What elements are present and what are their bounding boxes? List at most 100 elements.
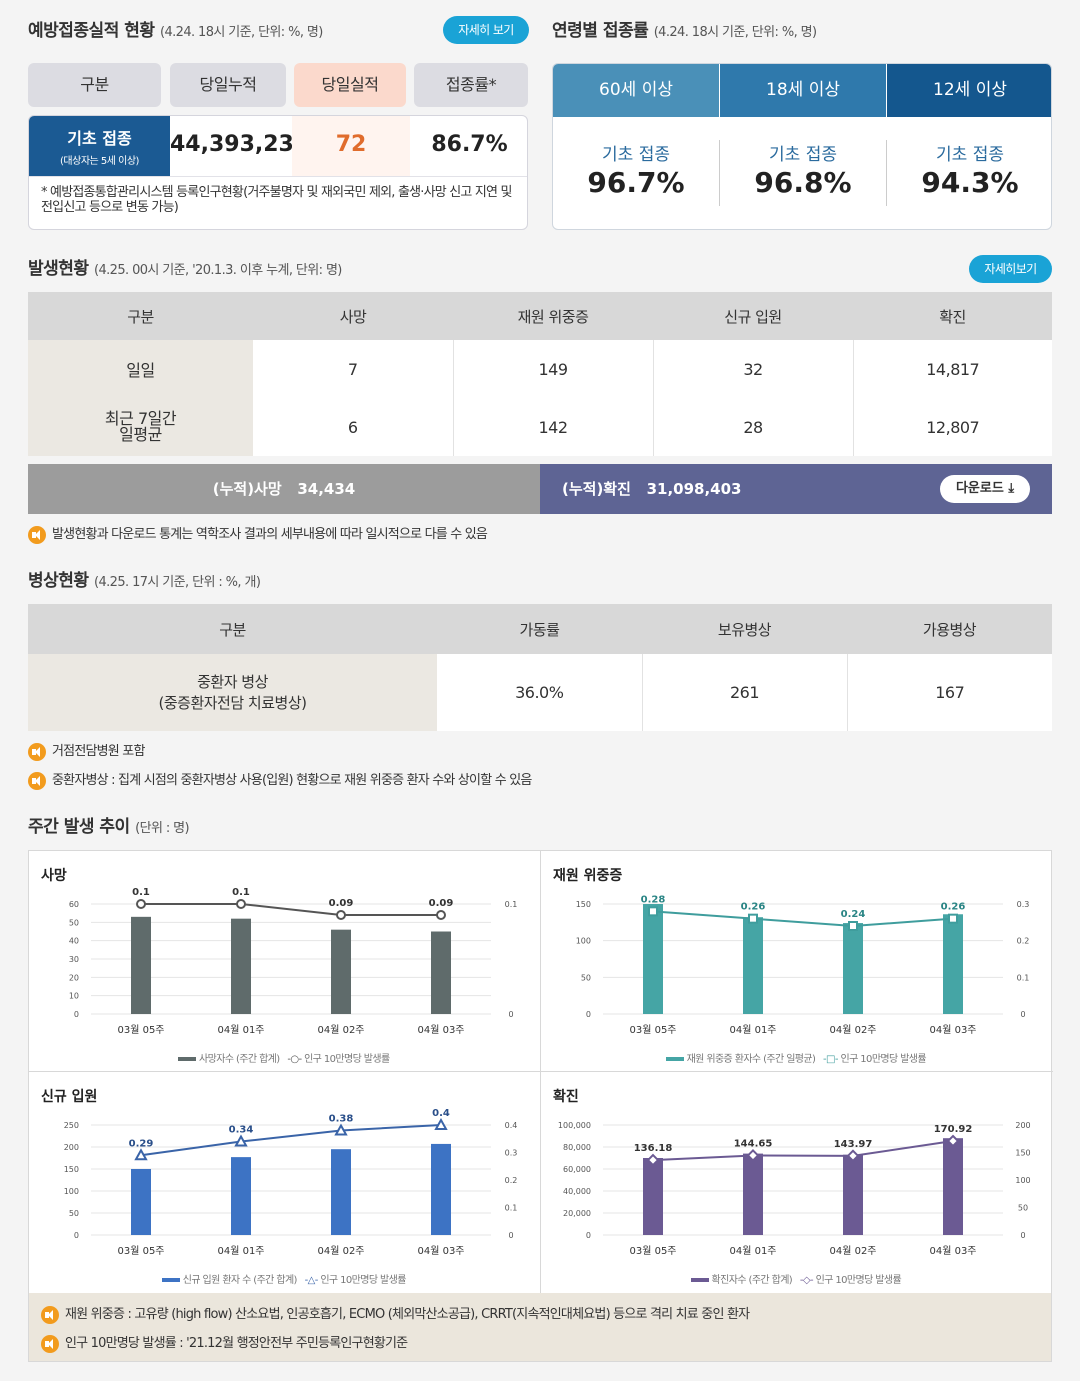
speaker-icon bbox=[28, 525, 46, 544]
y2-tick-label: 0.2 bbox=[1017, 937, 1030, 946]
legend-bar-label: 사망자수 (주간 합계) bbox=[199, 1054, 280, 1065]
chart-title-severe: 재원 위중증 bbox=[553, 868, 623, 884]
beds-subtitle: (4.25. 17시 기준, 단위 : %, 개) bbox=[93, 575, 261, 590]
occur-header-admission: 신규 입원 bbox=[653, 292, 853, 340]
occur-title-row: 발생현황 (4.25. 00시 기준, '20.1.3. 이후 누계, 단위: … bbox=[28, 254, 342, 279]
series-line bbox=[652, 1140, 954, 1162]
line-point bbox=[746, 1149, 760, 1162]
download-label: 다운로드 bbox=[955, 481, 1004, 496]
data-label: 0.1 bbox=[132, 887, 150, 898]
bar bbox=[331, 1149, 351, 1235]
y-tick-label: 30 bbox=[69, 955, 79, 964]
vacc-title-row: 예방접종실적 현황 (4.24. 18시 기준, 단위: %, 명) bbox=[28, 16, 323, 41]
age-divider-2 bbox=[886, 140, 887, 206]
weekly-charts-panel: 사망 60 50 40 30 20 10 0 0.1 0 03월 05주 04월 01주 04월 02… bbox=[28, 850, 1053, 1362]
y2-tick-label: 0 bbox=[1020, 1231, 1025, 1240]
line-point bbox=[748, 913, 758, 924]
line-point bbox=[334, 1123, 348, 1136]
vacc-row-label-box: 기초 접종 (대상자는 5세 이상) bbox=[29, 116, 170, 176]
speaker-icon bbox=[28, 771, 46, 790]
occur-row-label: 일일 bbox=[28, 340, 253, 398]
beds-title-row: 병상현황 (4.25. 17시 기준, 단위 : %, 개) bbox=[28, 566, 261, 591]
line-point bbox=[646, 1153, 660, 1167]
occur-more-button[interactable]: 자세히보기 bbox=[969, 255, 1052, 283]
line-point bbox=[848, 921, 858, 931]
bar bbox=[843, 1154, 863, 1235]
legend-bar-label: 재원 위중증 환자수 (주간 일평균) bbox=[686, 1054, 816, 1065]
series-line bbox=[140, 1124, 442, 1157]
chart-divider-h bbox=[29, 1071, 1053, 1072]
chart-admission: 250 200 150 100 50 0 0.4 0.3 0.2 0.1 0 03월 05주 04월 0… bbox=[64, 1108, 518, 1257]
x-tick-label: 04월 02주 bbox=[317, 1245, 364, 1257]
y2-tick-label: 0.3 bbox=[505, 1149, 518, 1158]
line-point bbox=[846, 1149, 860, 1163]
bar bbox=[431, 1143, 451, 1235]
vacc-rate-value: 86.7% bbox=[431, 132, 508, 157]
vacc-row-sublabel: (대상자는 5세 이상) bbox=[60, 156, 139, 167]
y2-tick-label: 0 bbox=[508, 1010, 513, 1019]
legend-bar-swatch bbox=[665, 1057, 684, 1061]
bar bbox=[943, 914, 963, 1014]
beds-title: 병상현황 bbox=[28, 571, 89, 591]
beds-table-wrap: 구분 가동률 보유병상 가용병상 중환자 병상 (중증환자전담 치료병상) 36… bbox=[28, 604, 1052, 731]
y-tick-label: 60 bbox=[69, 900, 79, 909]
data-label: 0.24 bbox=[841, 909, 866, 920]
beds-row-label: 중환자 병상 (중증환자전담 치료병상) bbox=[28, 654, 437, 731]
chart-death: 60 50 40 30 20 10 0 0.1 0 03월 05주 04월 01주 04월 02주 04… bbox=[69, 887, 518, 1036]
y2-tick-label: 0 bbox=[508, 1231, 513, 1240]
data-label: 143.97 bbox=[834, 1139, 873, 1150]
occur-cell: 12,807 bbox=[852, 398, 1052, 456]
cum-death-value: 34,434 bbox=[297, 480, 356, 498]
line-point bbox=[946, 1134, 960, 1148]
x-tick-label: 03월 05주 bbox=[629, 1245, 676, 1257]
vacc-header-rate: 접종률* bbox=[414, 63, 528, 107]
occur-header-confirmed: 확진 bbox=[853, 292, 1052, 340]
download-icon: ⤓ bbox=[1008, 481, 1015, 496]
occur-table: 구분 사망 재원 위중증 신규 입원 확진 일일 7 149 32 14,817… bbox=[28, 292, 1052, 456]
vacc-more-button[interactable]: 자세히 보기 bbox=[443, 16, 529, 44]
bar bbox=[743, 917, 763, 1014]
beds-header-owned: 보유병상 bbox=[642, 604, 847, 654]
y-tick-label: 100,000 bbox=[558, 1121, 591, 1130]
occur-subtitle: (4.25. 00시 기준, '20.1.3. 이후 누계, 단위: 명) bbox=[93, 263, 342, 278]
bar bbox=[943, 1138, 963, 1235]
beds-header-rate: 가동률 bbox=[437, 604, 642, 654]
occur-cell: 14,817 bbox=[852, 340, 1052, 398]
legend-line-swatch: -○- bbox=[287, 1054, 302, 1065]
legend-line-swatch: -△- bbox=[304, 1275, 319, 1286]
data-label: 144.65 bbox=[734, 1138, 773, 1149]
occur-cell: 32 bbox=[652, 340, 853, 398]
beds-note-2: 중환자병상 : 집계 시점의 중환자병상 사용(입원) 현황으로 재원 위중증 … bbox=[28, 769, 532, 790]
y2-tick-label: 100 bbox=[1015, 1176, 1030, 1185]
legend-bar-swatch bbox=[162, 1278, 181, 1282]
y-tick-label: 0 bbox=[586, 1010, 591, 1019]
line-point bbox=[236, 899, 246, 909]
beds-cell: 167 bbox=[846, 654, 1052, 731]
occur-header-death: 사망 bbox=[253, 292, 453, 340]
age-box: 60세 이상 18세 이상 12세 이상 기초 접종 96.7% 기초 접종 9… bbox=[552, 63, 1052, 230]
y2-tick-label: 50 bbox=[1018, 1204, 1028, 1213]
beds-note-2-text: 중환자병상 : 집계 시점의 중환자병상 사용(입원) 현황으로 재원 위중증 … bbox=[52, 773, 532, 788]
line-point bbox=[136, 899, 146, 909]
legend-bar-label: 확진자수 (주간 합계) bbox=[711, 1275, 793, 1286]
x-tick-label: 04월 03주 bbox=[929, 1245, 976, 1257]
occur-note-text: 발생현황과 다운로드 통계는 역학조사 결과의 세부내용에 따라 일시적으로 다… bbox=[52, 527, 488, 542]
y-tick-label: 40 bbox=[69, 937, 79, 946]
data-label: 0.1 bbox=[232, 887, 250, 898]
legend-bar-swatch bbox=[178, 1057, 197, 1061]
legend-line-swatch: -□- bbox=[823, 1054, 838, 1065]
y-tick-label: 0 bbox=[74, 1231, 79, 1240]
download-button[interactable]: 다운로드 ⤓ bbox=[940, 475, 1030, 503]
data-label: 0.26 bbox=[741, 902, 766, 913]
x-tick-label: 03월 05주 bbox=[629, 1024, 676, 1036]
line-point bbox=[436, 910, 446, 920]
line-point bbox=[434, 1117, 448, 1130]
age-header-18: 18세 이상 bbox=[720, 64, 886, 117]
occur-header-row: 구분 사망 재원 위중증 신규 입원 확진 bbox=[28, 292, 1052, 340]
weekly-notes-box: 재원 위중증 : 고유량 (high flow) 산소요법, 인공호흡기, EC… bbox=[29, 1293, 1051, 1361]
y-tick-label: 250 bbox=[64, 1121, 79, 1130]
bar bbox=[231, 918, 251, 1014]
y-tick-label: 40,000 bbox=[563, 1187, 591, 1196]
legend-line-label: 인구 10만명당 발생률 bbox=[840, 1054, 927, 1065]
legend-bar-label: 신규 입원 환자 수 (주간 합계) bbox=[182, 1275, 298, 1286]
